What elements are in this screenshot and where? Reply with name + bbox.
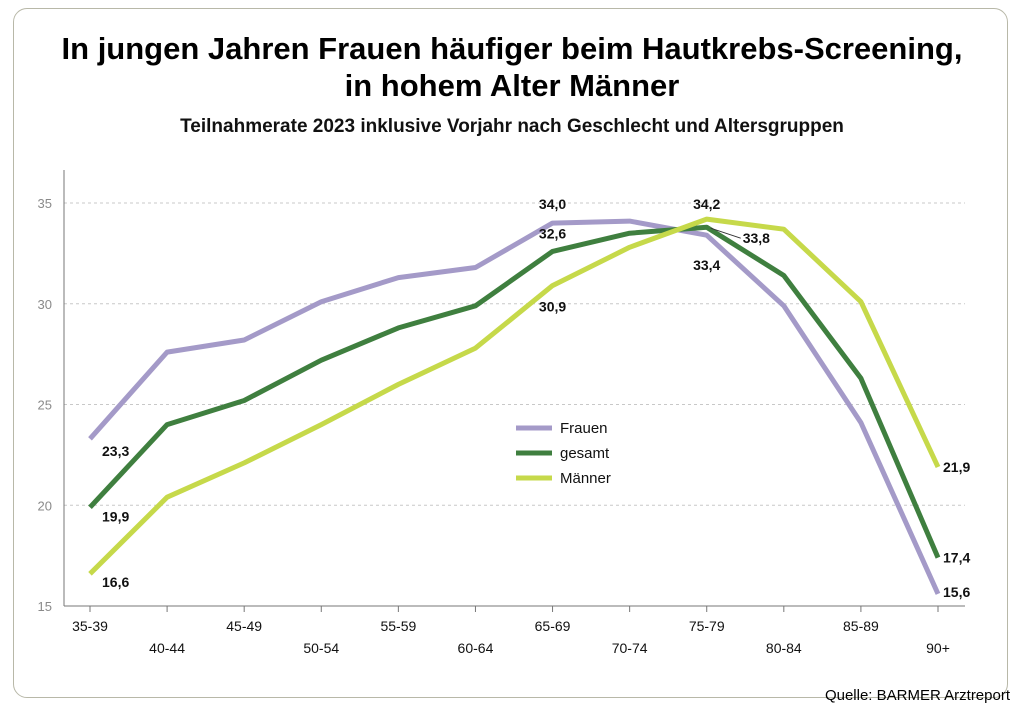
series-line-frauen <box>88 218 941 595</box>
data-label: 19,9 <box>102 508 129 524</box>
grid-lines <box>64 202 965 506</box>
legend: Frauen gesamt Männer <box>516 420 611 487</box>
source-note: Quelle: BARMER Arztreport <box>824 687 1010 704</box>
y-tick-label: 35 <box>38 196 52 211</box>
x-tick-label: 85-89 <box>843 618 879 634</box>
y-tick-label: 15 <box>38 599 52 614</box>
series-lines <box>88 216 941 595</box>
legend-label: Männer <box>560 470 611 487</box>
axes <box>63 170 965 612</box>
x-tick-label: 50-54 <box>303 640 339 656</box>
data-label: 21,9 <box>943 459 970 475</box>
x-tick-labels: 35-39 40-44 45-49 50-54 55-59 60-64 65-69 70-74… <box>72 618 950 656</box>
x-tick-label: 60-64 <box>458 640 494 656</box>
x-tick-label: 35-39 <box>72 618 108 634</box>
x-tick-label: 80-84 <box>766 640 802 656</box>
chart-subtitle: Teilnahmerate 2023 inklusive Vorjahr nac… <box>180 116 844 137</box>
legend-label: Frauen <box>560 420 608 437</box>
x-tick-label: 40-44 <box>149 640 185 656</box>
chart-title-line1: In jungen Jahren Frauen häufiger beim Ha… <box>61 31 963 66</box>
data-label: 34,0 <box>539 196 566 212</box>
y-tick-label: 25 <box>38 398 52 413</box>
leader-line <box>710 227 741 239</box>
y-tick-label: 20 <box>38 498 52 513</box>
data-label: 16,6 <box>102 574 129 590</box>
data-label: 30,9 <box>539 299 566 315</box>
chart-title-line2: in hohem Alter Männer <box>344 68 680 103</box>
y-tick-labels: 15 20 25 30 35 <box>38 196 52 614</box>
chart-frame <box>13 8 1008 698</box>
series-line-männer <box>88 216 941 576</box>
data-labels: 23,3 19,9 16,6 34,0 32,6 30,9 34,2 33,8 33,4 21,9… <box>102 196 970 600</box>
data-label: 17,4 <box>943 550 970 566</box>
data-label: 15,6 <box>943 584 970 600</box>
x-tick-label: 45-49 <box>226 618 262 634</box>
x-tick-label: 70-74 <box>612 640 648 656</box>
x-tick-label: 75-79 <box>689 618 725 634</box>
series-line-gesamt <box>88 224 941 559</box>
data-label: 32,6 <box>539 225 566 241</box>
chart-title: In jungen Jahren Frauen häufiger beim Ha… <box>0 30 1024 104</box>
data-label: 33,8 <box>743 230 770 246</box>
y-tick-label: 30 <box>38 297 52 312</box>
legend-label: gesamt <box>560 445 610 462</box>
data-label: 34,2 <box>693 196 720 212</box>
x-tick-label: 65-69 <box>535 618 571 634</box>
data-label: 33,4 <box>693 257 720 273</box>
x-tick-label: 55-59 <box>380 618 416 634</box>
x-tick-label: 90+ <box>926 640 950 656</box>
data-label: 23,3 <box>102 443 129 459</box>
